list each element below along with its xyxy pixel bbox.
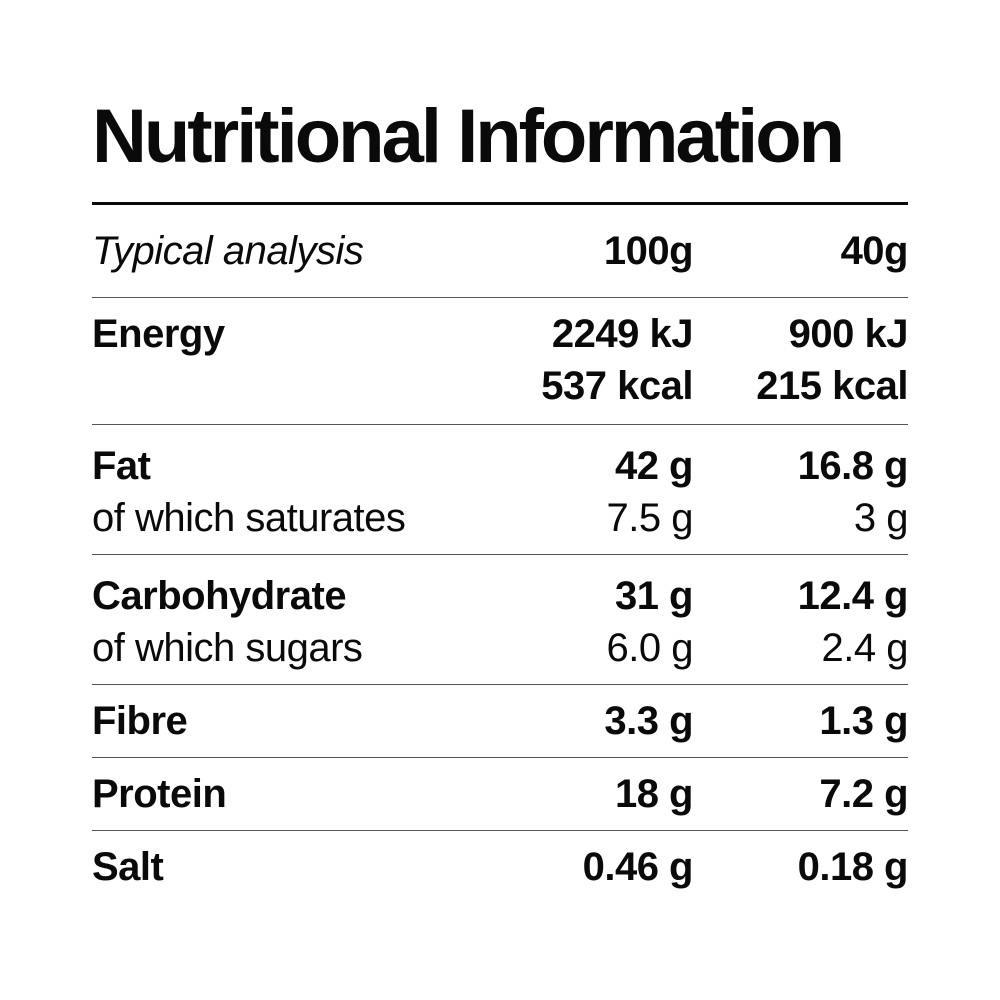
title-divider <box>92 202 908 205</box>
fibre-40g-value: 1.3 g <box>819 699 908 743</box>
sugars-40g-value: 2.4 g <box>821 626 909 670</box>
energy-40g-cell: 900 kJ 215 kcal <box>693 308 908 412</box>
saturates-100g-value: 7.5 g <box>606 496 694 540</box>
energy-40g-kcal: 215 kcal <box>756 364 908 408</box>
fibre-100g-value: 3.3 g <box>604 699 693 743</box>
fibre-label: Fibre <box>92 699 188 743</box>
salt-40g-value: 0.18 g <box>797 845 909 889</box>
column-header-40g: 40g <box>840 229 909 273</box>
table-row-fibre: Fibre 3.3 g 1.3 g <box>92 685 909 757</box>
table-row-protein: Protein 18 g 7.2 g <box>92 758 909 830</box>
carbohydrate-main-line: Carbohydrate 31 g 12.4 g <box>92 570 909 622</box>
column-header-100g: 100g <box>603 229 694 273</box>
table-row-energy: Energy 2249 kJ 537 kcal 900 kJ 215 kcal <box>92 298 909 424</box>
fat-label: Fat <box>92 444 151 488</box>
energy-label: Energy <box>92 312 225 356</box>
page-title: Nutritional Information <box>92 94 845 179</box>
protein-label: Protein <box>92 772 227 816</box>
energy-100g-kcal: 537 kcal <box>541 364 693 408</box>
table-row-salt: Salt 0.46 g 0.18 g <box>92 831 909 903</box>
fat-40g-value: 16.8 g <box>797 444 909 488</box>
row-divider <box>92 684 908 685</box>
row-divider <box>92 424 908 425</box>
saturates-line: of which saturates 7.5 g 3 g <box>92 492 909 544</box>
row-divider <box>92 297 908 298</box>
energy-40g-kj: 900 kJ <box>788 312 909 356</box>
fat-100g-value: 42 g <box>614 444 694 488</box>
carbohydrate-100g-value: 31 g <box>614 574 694 618</box>
carbohydrate-40g-value: 12.4 g <box>797 574 909 618</box>
fat-main-line: Fat 42 g 16.8 g <box>92 440 909 492</box>
salt-100g-value: 0.46 g <box>582 845 694 889</box>
table-row-carbohydrate: Carbohydrate 31 g 12.4 g of which sugars… <box>92 555 909 684</box>
table-row-fat: Fat 42 g 16.8 g of which saturates 7.5 g… <box>92 425 909 554</box>
sugars-100g-value: 6.0 g <box>606 626 694 670</box>
saturates-label: of which saturates <box>92 496 406 540</box>
saturates-40g-value: 3 g <box>853 496 909 540</box>
sugars-line: of which sugars 6.0 g 2.4 g <box>92 622 909 674</box>
row-divider <box>92 830 908 831</box>
protein-40g-value: 7.2 g <box>819 772 908 816</box>
carbohydrate-label: Carbohydrate <box>92 574 347 618</box>
nutrition-panel: Nutritional Information Typical analysis… <box>92 92 909 903</box>
table-header-row: Typical analysis 100g 40g <box>92 205 909 297</box>
sugars-label: of which sugars <box>92 626 363 670</box>
row-divider <box>92 757 908 758</box>
row-divider <box>92 554 908 555</box>
energy-100g-cell: 2249 kJ 537 kcal <box>453 308 693 412</box>
protein-100g-value: 18 g <box>614 772 694 816</box>
energy-label-cell: Energy <box>92 308 453 360</box>
energy-100g-kj: 2249 kJ <box>551 312 694 356</box>
typical-analysis-label: Typical analysis <box>92 229 364 273</box>
salt-label: Salt <box>92 845 164 889</box>
